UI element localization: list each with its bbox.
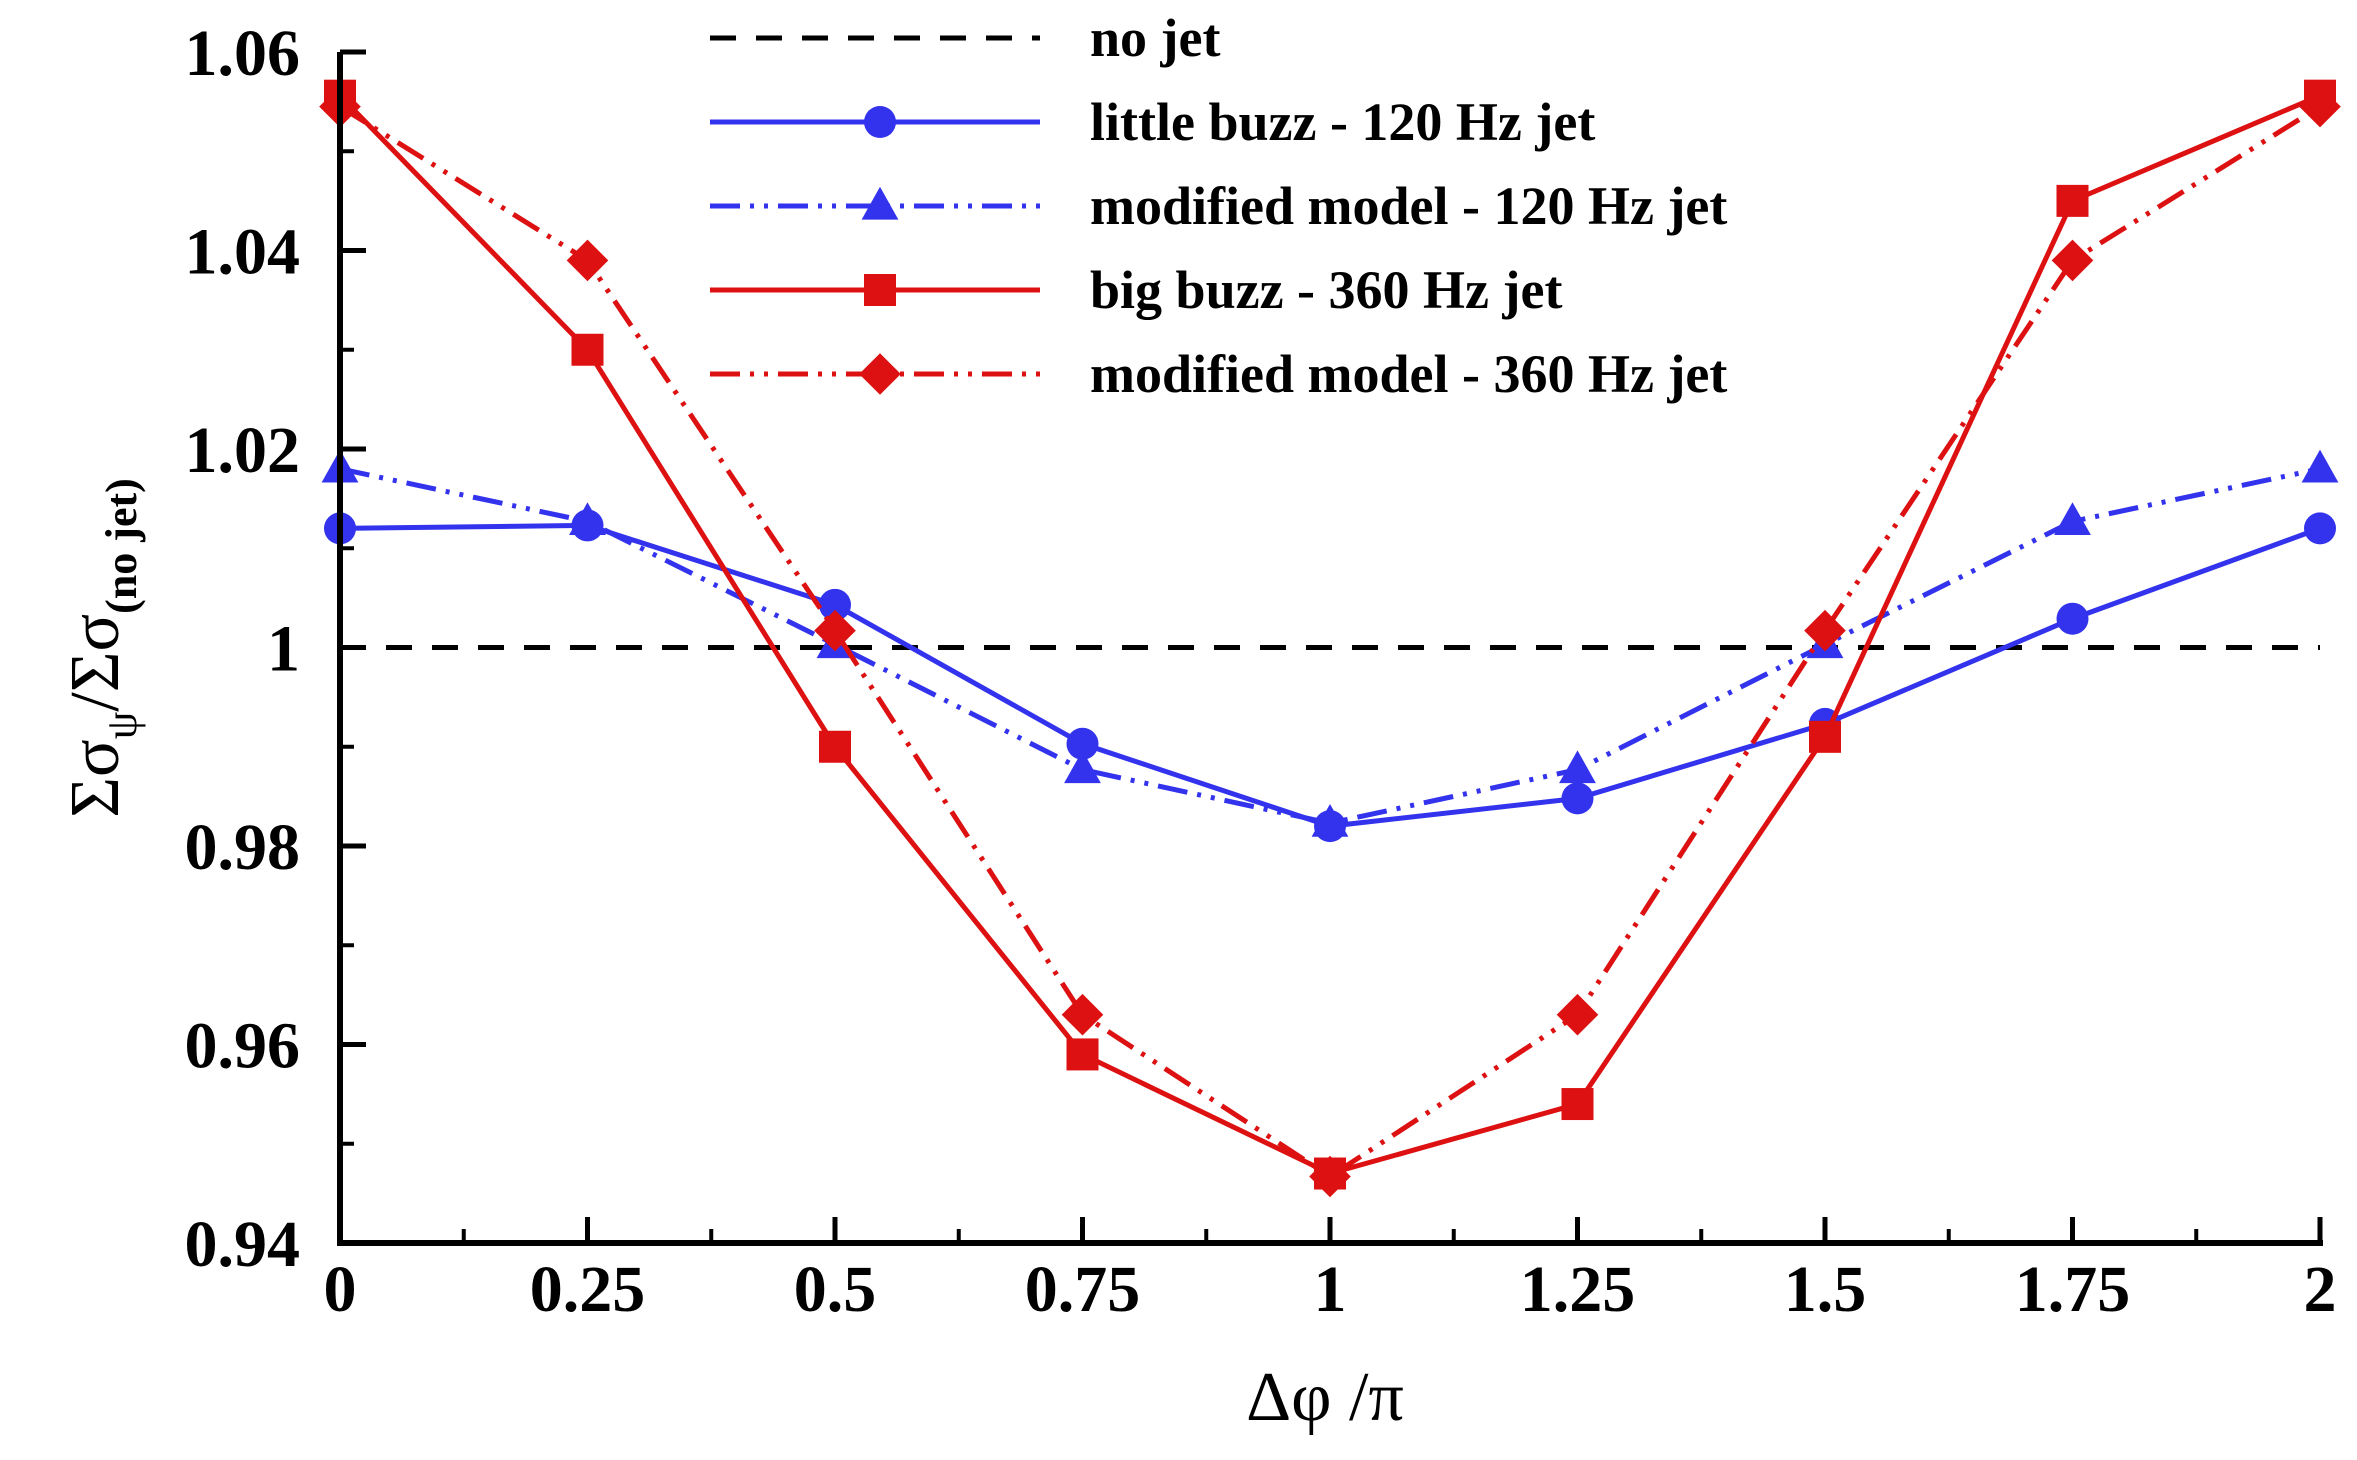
x-tick-label: 0.5 — [794, 1253, 877, 1326]
legend-entry: no jet — [710, 8, 1220, 68]
data-point — [2051, 239, 2094, 282]
legend-label: big buzz - 360 Hz jet — [1090, 260, 1562, 320]
x-tick-label: 1.25 — [1520, 1253, 1636, 1326]
legend-entry: modified model - 360 Hz jet — [710, 344, 1727, 404]
data-point — [819, 730, 851, 763]
legend-label: no jet — [1090, 8, 1220, 68]
x-tick-label: 0.25 — [530, 1253, 646, 1326]
y-tick-label: 1.06 — [185, 17, 301, 90]
legend-label: little buzz - 120 Hz jet — [1090, 92, 1595, 152]
y-axis-title: Σσψ/Σσ(no jet) — [57, 478, 146, 818]
x-tick-label: 1.5 — [1784, 1253, 1867, 1326]
data-point — [819, 588, 851, 621]
y-tick-label: 0.98 — [185, 811, 301, 884]
series-line — [338, 104, 2322, 1180]
data-point — [2056, 184, 2089, 217]
data-point — [1066, 1038, 1099, 1071]
series-line — [339, 466, 2321, 826]
data-point — [2054, 502, 2091, 536]
data-point — [814, 609, 856, 652]
legend-marker — [864, 106, 896, 138]
y-tick-label: 1.02 — [185, 414, 301, 487]
x-tick-label: 2 — [2304, 1253, 2337, 1326]
series-layer — [319, 79, 2341, 1198]
x-tick-label: 0.75 — [1025, 1253, 1141, 1326]
data-point — [1556, 993, 1599, 1036]
data-point — [1561, 1088, 1594, 1121]
y-tick-label: 0.96 — [185, 1010, 301, 1083]
series-4 — [319, 85, 2341, 1198]
x-tick-label: 0 — [324, 1253, 357, 1326]
data-point — [569, 502, 606, 536]
legend-entry: modified model - 120 Hz jet — [710, 176, 1727, 236]
data-point — [1809, 720, 1841, 753]
data-point — [2301, 449, 2339, 483]
data-point — [2304, 512, 2336, 545]
plot-area: 0 0.25 0.5 0.75 1 1.25 1.5 1.75 2 0.94 0.96 0.98 1 1.… — [185, 17, 2341, 1326]
series-1 — [324, 509, 2336, 843]
data-point — [571, 333, 604, 366]
series-line — [338, 93, 2321, 1177]
series-2 — [321, 449, 2339, 837]
legend-marker — [864, 274, 896, 306]
legend-entry: big buzz - 360 Hz jet — [710, 260, 1562, 320]
y-tick-label: 0.94 — [185, 1208, 301, 1281]
data-point — [1561, 782, 1594, 815]
x-tick-label: 1 — [1314, 1253, 1347, 1326]
data-point — [1064, 750, 1101, 784]
legend-marker — [859, 353, 901, 395]
y-tick-label: 1.04 — [185, 216, 301, 289]
data-point — [1804, 609, 1846, 652]
legend-label: modified model - 360 Hz jet — [1090, 344, 1727, 404]
legend-marker — [861, 186, 899, 220]
legend-entry: little buzz - 120 Hz jet — [710, 92, 1595, 152]
data-point — [1061, 993, 1104, 1036]
y-tick-label: 1 — [267, 613, 300, 686]
data-point — [566, 239, 609, 282]
x-tick-label: 1.75 — [2015, 1253, 2131, 1326]
ticks-layer: 0 0.25 0.5 0.75 1 1.25 1.5 1.75 2 0.94 0.96 0.98 1 1.… — [185, 17, 2337, 1326]
series-line — [339, 522, 2321, 829]
data-point — [1309, 1155, 1351, 1198]
legend: no jet little buzz - 120 Hz jet modified m… — [710, 8, 1727, 404]
data-point — [2056, 602, 2089, 635]
data-point — [1311, 803, 1349, 837]
data-point — [1559, 750, 1596, 784]
data-point — [2299, 85, 2341, 128]
data-point — [1066, 727, 1099, 760]
x-axis-title: Δφ /π — [1246, 1359, 1404, 1436]
legend-label: modified model - 120 Hz jet — [1090, 176, 1727, 236]
